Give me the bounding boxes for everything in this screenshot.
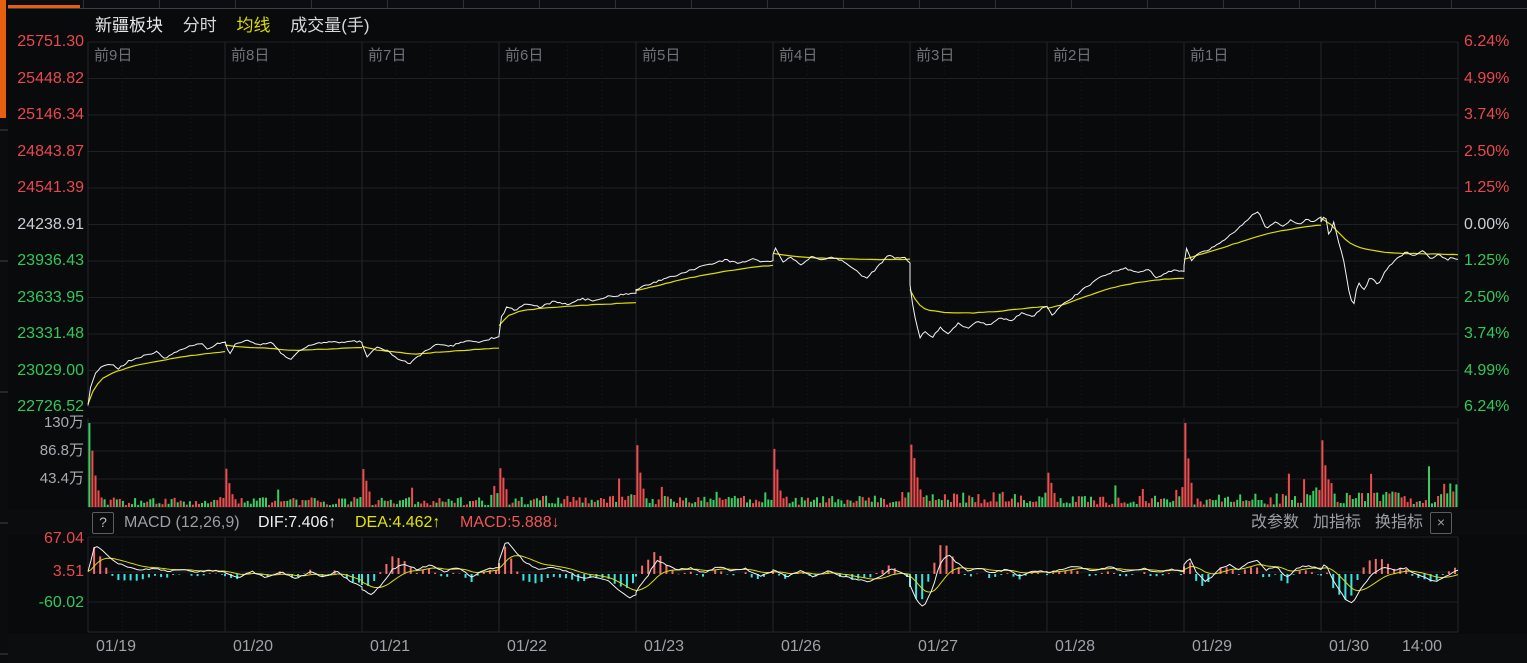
day-label: 前5日: [642, 47, 681, 64]
x-axis-date: 01/29: [1191, 638, 1233, 655]
day-label: 前7日: [368, 47, 407, 64]
price-axis-label: 24541.39: [17, 179, 84, 196]
switch-indicator-button[interactable]: 换指标: [1375, 514, 1424, 531]
pct-axis-label: 4.99%: [1464, 69, 1510, 87]
pct-axis-label: 1.25%: [1464, 252, 1510, 269]
pct-axis-label: 3.74%: [1464, 325, 1510, 342]
tab-volume[interactable]: 成交量(手): [290, 16, 370, 35]
x-axis-date: 01/23: [643, 638, 685, 655]
macd-dif-value: DIF:7.406↑: [258, 514, 337, 531]
macd-dea-value: DEA:4.462↑: [355, 514, 441, 531]
day-label: 前4日: [779, 47, 818, 64]
help-button[interactable]: ?: [92, 512, 114, 534]
pct-axis-label: 6.24%: [1464, 398, 1510, 415]
day-label: 前1日: [1190, 47, 1229, 64]
chart-header: 新疆板块 分时 均线 成交量(手): [95, 11, 385, 36]
macd-header-bar: [8, 509, 1527, 535]
x-axis-date: 01/27: [917, 638, 959, 655]
price-axis-label: 23029.00: [17, 361, 84, 379]
price-axis-label: 25448.82: [17, 69, 84, 87]
price-axis-label: 24238.91: [17, 215, 84, 233]
pct-axis-label: 3.74%: [1464, 106, 1510, 123]
x-axis-date: 01/20: [232, 638, 274, 655]
price-axis-label: 23633.95: [17, 288, 84, 306]
pct-axis-label: 2.50%: [1464, 288, 1510, 306]
macd-axis-label: -60.02: [38, 594, 84, 611]
left-rail: [0, 0, 8, 663]
day-label: 前8日: [231, 47, 270, 64]
price-axis-label: 23331.48: [17, 325, 84, 342]
price-axis-label: 25146.34: [17, 106, 84, 123]
tab-average-line[interactable]: 均线: [236, 16, 271, 35]
macd-indicator-label: MACD (12,26,9): [124, 514, 240, 531]
pct-axis-label: 0.00%: [1464, 215, 1510, 233]
x-axis-date: 01/19: [95, 638, 137, 655]
volume-axis-label: 86.8万: [39, 442, 84, 459]
price-axis-label: 24843.87: [17, 142, 84, 160]
x-axis-date: 01/22: [506, 638, 548, 655]
x-axis-date: 01/21: [369, 638, 411, 655]
price-axis-label: 25751.30: [17, 33, 84, 50]
macd-value: MACD:5.888↓: [460, 514, 560, 531]
x-axis-bar: [8, 634, 1527, 663]
change-params-button[interactable]: 改参数: [1251, 514, 1300, 531]
sector-title: 新疆板块: [95, 16, 163, 35]
day-label: 前6日: [505, 47, 544, 64]
x-axis-date: 01/30: [1328, 638, 1370, 655]
price-axis-label: 22726.52: [17, 398, 84, 415]
active-tab-underline: [8, 5, 80, 8]
top-tab-strip[interactable]: [8, 0, 1527, 9]
pct-axis-label: 6.24%: [1464, 33, 1510, 50]
day-label: 前2日: [1053, 47, 1092, 64]
volume-axis-label: 43.4万: [39, 470, 84, 487]
pct-axis-label: 4.99%: [1464, 361, 1510, 379]
day-label: 前9日: [94, 47, 133, 64]
left-accent-bar: [0, 0, 6, 118]
x-axis-date: 01/28: [1054, 638, 1096, 655]
pct-axis-label: 2.50%: [1464, 142, 1510, 160]
x-axis-time: 14:00: [1401, 638, 1443, 655]
macd-axis-label: 3.51: [52, 563, 84, 580]
x-axis-date: 01/26: [780, 638, 822, 655]
price-axis-label: 23936.43: [17, 252, 84, 269]
pct-axis-label: 1.25%: [1464, 179, 1510, 196]
day-label: 前3日: [916, 47, 955, 64]
add-indicator-button[interactable]: 加指标: [1313, 514, 1362, 531]
volume-axis-label: 130万: [43, 414, 84, 431]
macd-axis-label: 67.04: [43, 530, 84, 547]
close-indicator-icon[interactable]: ×: [1430, 512, 1452, 534]
tab-intraday[interactable]: 分时: [182, 16, 217, 35]
